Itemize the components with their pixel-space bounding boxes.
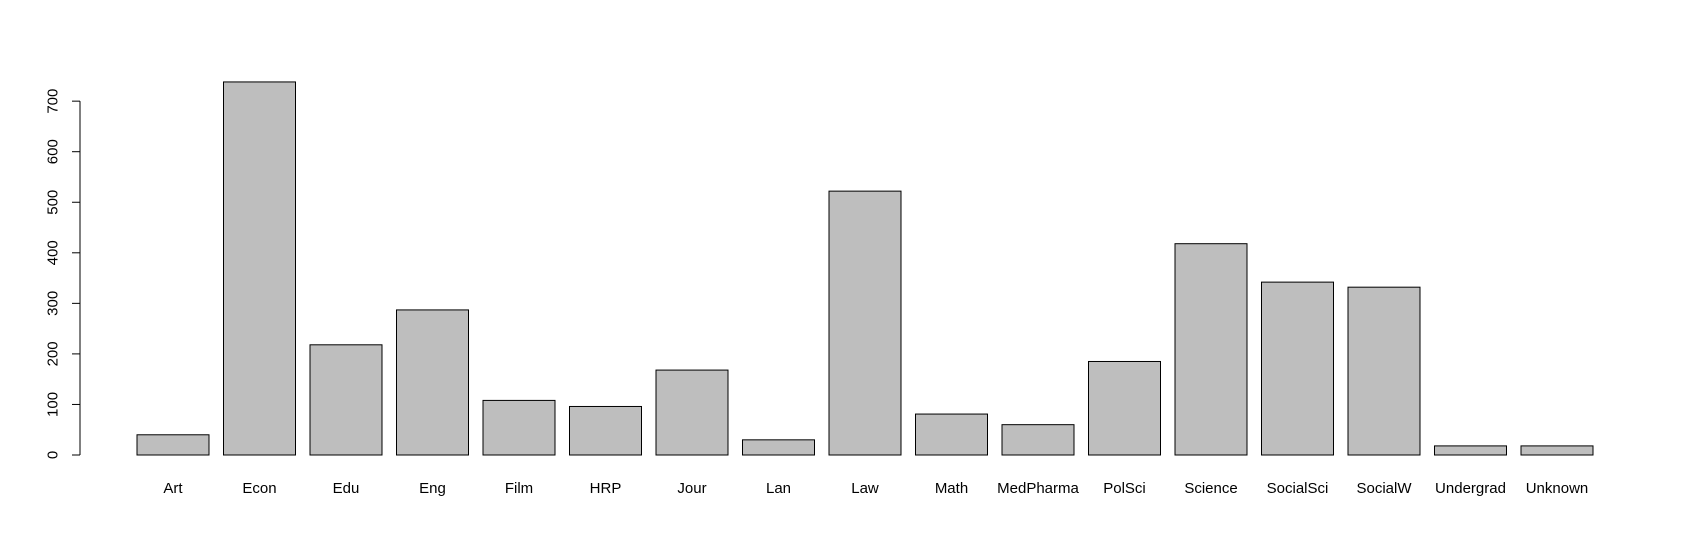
x-tick-label: SocialW bbox=[1356, 480, 1412, 497]
bar-art bbox=[136, 434, 210, 456]
y-tick-label: 0 bbox=[45, 451, 62, 459]
x-tick-label: Unknown bbox=[1526, 480, 1589, 497]
x-tick-label: HRP bbox=[590, 480, 622, 497]
x-tick-label: Eng bbox=[419, 480, 446, 497]
bar-math bbox=[915, 413, 988, 456]
bar-jour bbox=[655, 369, 729, 456]
bar-socialw bbox=[1347, 286, 1421, 456]
x-tick-label: Jour bbox=[677, 480, 706, 497]
x-axis-labels: Art Econ Edu Eng Film HRP Jour Lan Law Math MedPha… bbox=[163, 480, 1588, 497]
bar-econ bbox=[223, 81, 296, 456]
bar-polsci bbox=[1088, 360, 1161, 456]
x-tick-label: PolSci bbox=[1103, 480, 1146, 497]
x-tick-label: Art bbox=[163, 480, 183, 497]
bar-hrp bbox=[569, 405, 642, 456]
x-tick-label: SocialSci bbox=[1267, 480, 1329, 497]
y-tick-label: 400 bbox=[45, 240, 62, 265]
bar-undergrad bbox=[1434, 445, 1507, 456]
bar-edu bbox=[309, 344, 383, 456]
y-axis: 0 100 200 300 400 500 600 700 bbox=[45, 89, 81, 459]
bar-eng bbox=[396, 309, 469, 456]
bar-film bbox=[482, 399, 556, 456]
bar-socialsci bbox=[1261, 281, 1334, 456]
y-tick-label: 700 bbox=[45, 89, 62, 114]
x-tick-label: Lan bbox=[766, 480, 791, 497]
x-tick-label: Film bbox=[505, 480, 533, 497]
y-tick-label: 600 bbox=[45, 139, 62, 164]
x-tick-label: Math bbox=[935, 480, 968, 497]
x-tick-label: Law bbox=[851, 480, 879, 497]
bar-law bbox=[828, 190, 902, 456]
y-tick-label: 200 bbox=[45, 341, 62, 366]
x-tick-label: Edu bbox=[333, 480, 360, 497]
x-tick-label: Undergrad bbox=[1435, 480, 1506, 497]
y-tick-label: 100 bbox=[45, 392, 62, 417]
bar-unknown bbox=[1520, 445, 1594, 456]
y-tick-label: 500 bbox=[45, 190, 62, 215]
bars bbox=[136, 81, 1594, 456]
bar-science bbox=[1174, 243, 1248, 456]
bar-lan bbox=[742, 439, 815, 456]
x-tick-label: MedPharma bbox=[997, 480, 1079, 497]
bar-medpharma bbox=[1001, 424, 1075, 456]
y-tick-label: 300 bbox=[45, 291, 62, 316]
x-tick-label: Econ bbox=[242, 480, 276, 497]
x-tick-label: Science bbox=[1184, 480, 1237, 497]
